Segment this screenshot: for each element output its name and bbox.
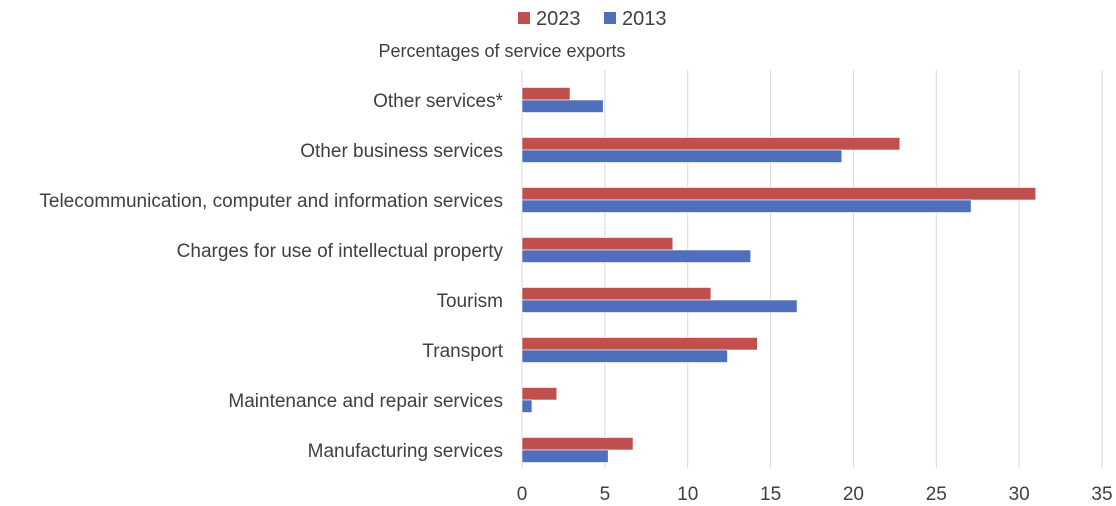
bar-2023: [521, 337, 758, 351]
x-tick-label: 20: [843, 484, 864, 505]
category-label: Tourism: [436, 291, 503, 312]
x-tick-label: 5: [600, 484, 611, 505]
bar-2013: [521, 149, 843, 163]
category-label: Telecommunication, computer and informat…: [39, 191, 503, 212]
x-tick-label: 30: [1009, 484, 1030, 505]
category-label: Other services*: [373, 91, 503, 112]
bar-2013: [521, 199, 972, 213]
bar-2013: [521, 399, 533, 413]
bar-2013: [521, 349, 728, 363]
x-tick-label: 35: [1091, 484, 1112, 505]
bar-2023: [521, 287, 712, 301]
category-label: Maintenance and repair services: [228, 391, 503, 412]
x-tick-label: 10: [677, 484, 698, 505]
bar-2013: [521, 249, 751, 263]
legend-swatch-2013: [604, 12, 616, 24]
bar-2023: [521, 137, 901, 151]
category-label: Transport: [422, 341, 503, 362]
category-label: Other business services: [300, 141, 503, 162]
bar-2023: [521, 437, 634, 451]
x-tick-label: 25: [926, 484, 947, 505]
bar-2013: [521, 99, 604, 113]
bar-2013: [521, 449, 609, 463]
x-tick-label: 0: [517, 484, 528, 505]
bar-2023: [521, 87, 571, 101]
bars: [521, 87, 1037, 463]
legend-label-2013: 2013: [622, 8, 667, 30]
category-label: Manufacturing services: [308, 441, 503, 462]
bar-2023: [521, 187, 1037, 201]
category-label: Charges for use of intellectual property: [177, 241, 504, 262]
legend-swatch-2023: [518, 12, 530, 24]
category-labels: Other services* Other business services Te…: [39, 91, 503, 462]
bar-2023: [521, 237, 674, 251]
chart-title: Percentages of service exports: [378, 41, 625, 61]
legend: 2023 2013: [518, 8, 667, 30]
tick-labels: 0 5 10 15 20 25 30 35: [517, 484, 1113, 505]
bar-2013: [521, 299, 798, 313]
x-tick-label: 15: [760, 484, 781, 505]
legend-label-2023: 2023: [536, 8, 581, 30]
bar-2023: [521, 387, 558, 401]
grid: [521, 70, 1103, 468]
